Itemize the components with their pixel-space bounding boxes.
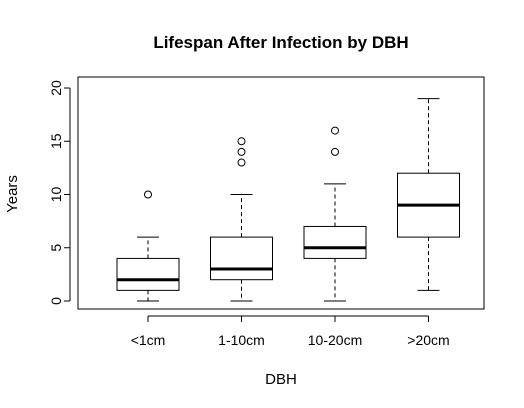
outlier-point (144, 190, 152, 199)
y-tick-label: 20 (48, 80, 64, 96)
x-tick-label: 1-10cm (218, 332, 265, 348)
y-tick-label: 10 (48, 187, 64, 203)
y-tick-label: 5 (48, 244, 64, 252)
y-tick-label: 0 (48, 297, 64, 305)
box-group (210, 137, 273, 302)
y-axis-label: Years (4, 175, 21, 213)
outlier-point (237, 158, 246, 167)
outlier-point (237, 137, 246, 146)
x-axis-label: DBH (265, 371, 297, 388)
y-axis: 0 5 10 15 20 (48, 80, 71, 305)
boxes-layer (116, 98, 460, 302)
outlier-point (331, 147, 339, 156)
x-tick-label: >20cm (407, 332, 449, 348)
x-axis: <1cm 1-10cm 10-20cm >20cm (131, 315, 450, 348)
y-tick-label: 15 (48, 133, 64, 149)
plot-frame (77, 76, 485, 310)
box-group (303, 126, 367, 302)
box-iqr (116, 257, 180, 291)
box-iqr (210, 236, 273, 281)
chart-title: Lifespan After Infection by DBH (153, 33, 408, 52)
outlier-point (237, 147, 246, 156)
box-group (397, 98, 460, 291)
box-group (116, 190, 180, 302)
outlier-point (331, 126, 339, 135)
box-iqr (303, 225, 367, 259)
x-tick-label: 10-20cm (308, 332, 362, 348)
x-tick-label: <1cm (131, 332, 166, 348)
